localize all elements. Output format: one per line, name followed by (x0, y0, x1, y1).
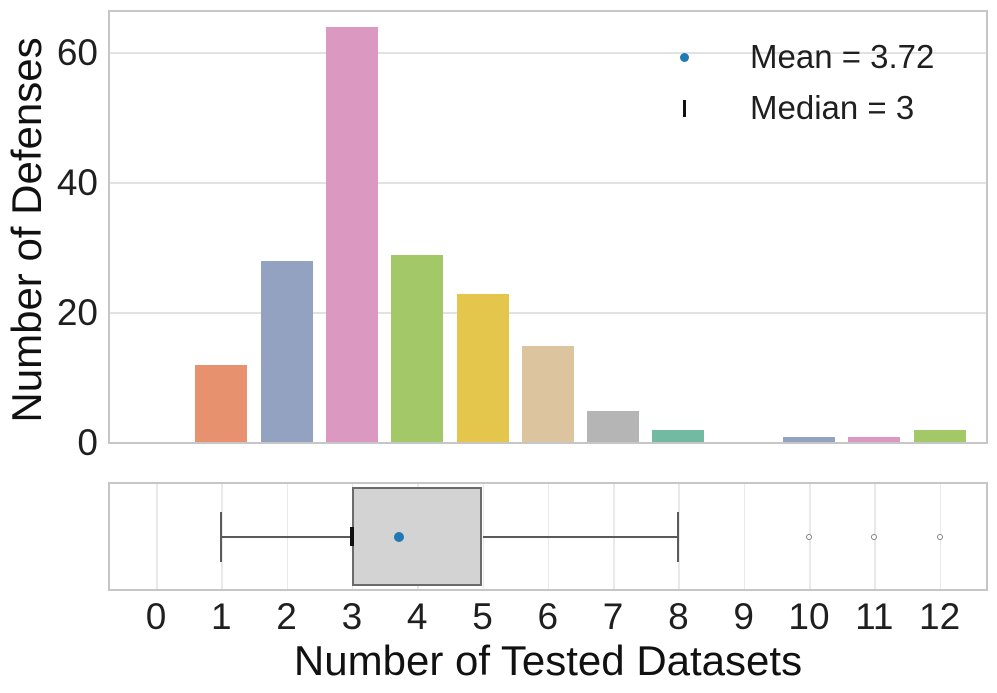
x-tick-label: 5 (472, 596, 493, 637)
bar (456, 293, 509, 444)
whisker-cap (220, 511, 223, 562)
whisker-line-low (221, 535, 352, 538)
legend-mean-label: Mean = 3.72 (750, 38, 935, 75)
x-tick-label: 0 (145, 596, 167, 637)
legend-row-mean: Mean = 3.72 (660, 32, 934, 82)
y-gridline (110, 182, 986, 184)
bar (783, 436, 835, 444)
bar (521, 345, 574, 444)
box-rect (351, 487, 483, 586)
x-tick-label: 2 (276, 596, 297, 637)
whisker-line-high (482, 535, 679, 538)
bar (848, 436, 901, 444)
box-gridline (743, 484, 746, 589)
y-gridline (110, 312, 986, 314)
x-tick-label: 8 (668, 596, 689, 637)
bar (195, 365, 248, 444)
x-tick-label: 6 (537, 596, 559, 637)
bar (913, 430, 966, 444)
x-tick-label: 1 (211, 596, 232, 637)
median-line-icon (682, 99, 686, 117)
x-tick-label: 12 (919, 596, 961, 637)
y-gridline (110, 52, 986, 54)
legend-median-marker-cell (660, 99, 708, 117)
legend-row-median: Median = 3 (660, 83, 934, 133)
outlier-point (871, 533, 878, 540)
x-tick-label: 4 (406, 596, 428, 637)
legend-mean-marker-cell (660, 52, 708, 62)
y-tick-label: 60 (56, 32, 98, 73)
bar (260, 261, 313, 444)
x-tick-label: 3 (341, 596, 363, 637)
x-tick-label: 7 (602, 596, 624, 637)
bar (652, 430, 705, 444)
legend-median-label: Median = 3 (750, 89, 915, 126)
x-tick-label: 11 (855, 596, 894, 637)
mean-dot (393, 531, 404, 542)
y-tick-label: 20 (56, 292, 98, 333)
median-mark (349, 527, 355, 546)
box-gridline (156, 484, 158, 589)
outlier-point (806, 533, 812, 540)
bar (587, 410, 640, 444)
x-tick-label: 9 (733, 596, 754, 637)
outlier-point (936, 533, 943, 540)
x-tick-label: 10 (788, 596, 830, 637)
mean-dot-icon (679, 52, 689, 62)
bar-chart-area (108, 10, 988, 444)
bar (391, 254, 444, 444)
y-tick-label: 40 (56, 162, 98, 203)
y-tick-label: 0 (77, 422, 98, 463)
x-axis-title: Number of Tested Datasets (293, 637, 803, 684)
whisker-cap (677, 511, 680, 562)
bar (325, 27, 378, 444)
legend: Mean = 3.72 Median = 3 (660, 32, 934, 134)
box-plot-area (108, 482, 988, 591)
